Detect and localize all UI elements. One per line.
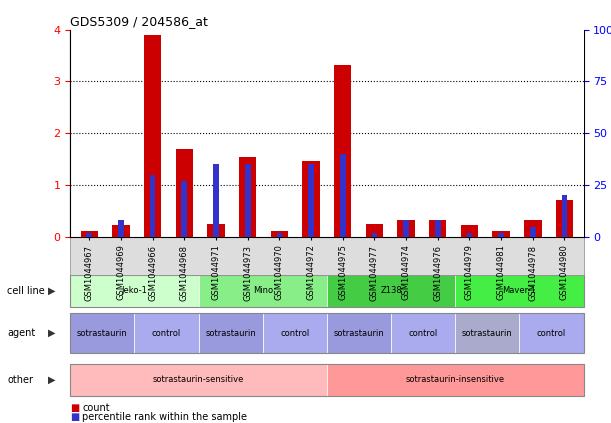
Bar — [429, 220, 447, 237]
Bar — [562, 195, 568, 237]
Text: agent: agent — [7, 328, 35, 338]
Bar — [175, 149, 193, 237]
Bar — [334, 65, 351, 237]
Bar — [308, 165, 314, 237]
Text: other: other — [7, 375, 34, 385]
Text: sotrastaurin: sotrastaurin — [77, 329, 128, 338]
Text: control: control — [280, 329, 309, 338]
Text: count: count — [82, 403, 110, 413]
Text: control: control — [409, 329, 437, 338]
Text: Maver-1: Maver-1 — [502, 286, 536, 295]
Text: ■: ■ — [70, 403, 79, 413]
Bar — [181, 181, 187, 237]
Bar — [371, 233, 377, 237]
Text: Jeko-1: Jeko-1 — [122, 286, 147, 295]
Bar — [207, 224, 225, 237]
Bar — [435, 220, 441, 237]
Text: ■: ■ — [70, 412, 79, 422]
Bar — [112, 225, 130, 237]
Text: ▶: ▶ — [48, 328, 56, 338]
Text: sotrastaurin: sotrastaurin — [334, 329, 384, 338]
Text: control: control — [152, 329, 181, 338]
Text: ▶: ▶ — [48, 286, 56, 296]
Bar — [118, 220, 124, 237]
Bar — [245, 165, 251, 237]
Text: ▶: ▶ — [48, 375, 56, 385]
Bar — [499, 233, 504, 237]
Text: percentile rank within the sample: percentile rank within the sample — [82, 412, 247, 422]
Bar — [239, 157, 257, 237]
Text: control: control — [537, 329, 566, 338]
Text: sotrastaurin-insensitive: sotrastaurin-insensitive — [406, 375, 505, 384]
Bar — [403, 220, 409, 237]
Bar — [366, 224, 383, 237]
Bar — [277, 233, 282, 237]
Bar — [213, 165, 219, 237]
Bar — [530, 227, 536, 237]
Bar — [524, 220, 541, 237]
Text: GDS5309 / 204586_at: GDS5309 / 204586_at — [70, 16, 208, 28]
Text: Mino: Mino — [253, 286, 273, 295]
Bar — [144, 35, 161, 237]
Bar — [81, 231, 98, 237]
Bar — [302, 161, 320, 237]
Bar — [271, 231, 288, 237]
Bar — [397, 220, 415, 237]
Bar — [340, 154, 346, 237]
Bar — [461, 225, 478, 237]
Bar — [86, 233, 92, 237]
Bar — [150, 175, 155, 237]
Text: sotrastaurin: sotrastaurin — [462, 329, 513, 338]
Text: Z138: Z138 — [380, 286, 402, 295]
Bar — [492, 231, 510, 237]
Bar — [556, 200, 573, 237]
Text: sotrastaurin-sensitive: sotrastaurin-sensitive — [153, 375, 244, 384]
Text: sotrastaurin: sotrastaurin — [205, 329, 256, 338]
Text: cell line: cell line — [7, 286, 45, 296]
Bar — [467, 233, 472, 237]
